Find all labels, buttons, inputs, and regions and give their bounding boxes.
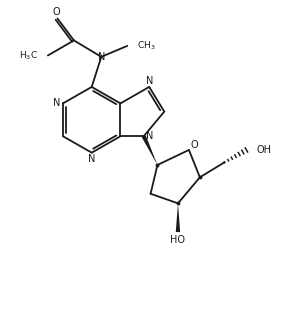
Text: O: O xyxy=(52,8,60,17)
Text: N: N xyxy=(146,76,153,86)
Polygon shape xyxy=(176,203,180,232)
Text: N: N xyxy=(53,98,61,108)
Text: N: N xyxy=(98,52,105,62)
Polygon shape xyxy=(142,135,157,165)
Text: OH: OH xyxy=(256,145,271,155)
Text: N: N xyxy=(88,154,95,164)
Text: N: N xyxy=(146,131,153,141)
Text: O: O xyxy=(190,140,198,150)
Text: H$_3$C: H$_3$C xyxy=(19,49,38,62)
Text: CH$_3$: CH$_3$ xyxy=(137,40,155,52)
Text: HO: HO xyxy=(170,235,186,245)
